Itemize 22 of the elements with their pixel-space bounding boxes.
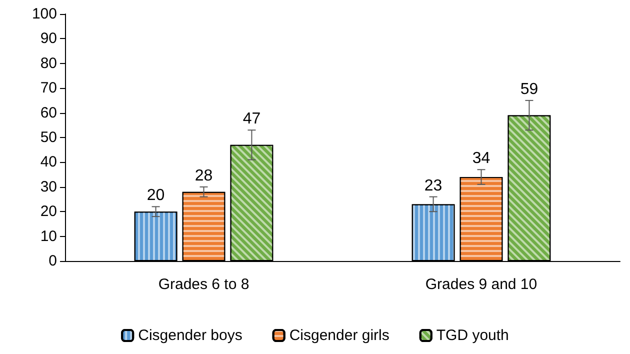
data-label: 20 [146, 187, 165, 204]
y-tick-label: 90 [40, 30, 57, 48]
y-tick-label: 80 [40, 54, 57, 72]
data-label: 59 [520, 80, 538, 98]
y-tick-label: 100 [32, 6, 57, 22]
y-tick-label: 40 [40, 154, 57, 171]
data-label: 28 [194, 167, 213, 184]
data-label: 47 [242, 110, 261, 128]
data-label: 23 [424, 177, 442, 194]
legend-label: Cisgender girls [289, 327, 390, 344]
legend-label: TGD youth [436, 327, 509, 344]
legend-label: Cisgender boys [138, 327, 242, 344]
y-tick-label: 0 [48, 252, 57, 270]
x-tick-label: Grades 9 and 10 [425, 276, 538, 293]
y-tick-label: 70 [40, 80, 57, 97]
y-tick-label: 60 [40, 104, 57, 122]
data-label: 34 [472, 150, 490, 168]
y-tick-label: 50 [40, 129, 57, 146]
y-tick-label: 20 [40, 203, 57, 220]
y-tick-label: 30 [40, 178, 57, 196]
x-tick-label: Grades 6 to 8 [158, 276, 250, 293]
y-tick-label: 10 [40, 228, 57, 245]
